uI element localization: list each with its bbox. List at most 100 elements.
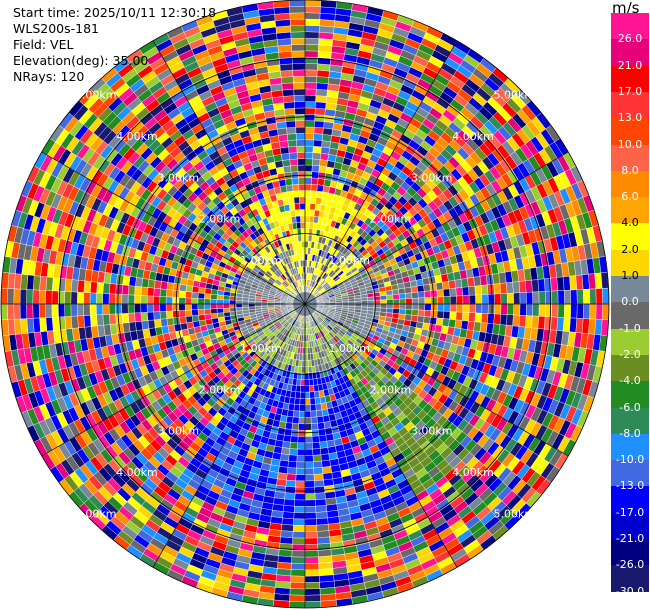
velocity-cell	[89, 292, 97, 305]
velocity-cell	[404, 286, 412, 294]
velocity-cell	[276, 568, 292, 577]
velocity-cell	[64, 316, 73, 330]
velocity-cell	[280, 530, 294, 539]
velocity-cell	[301, 360, 306, 367]
velocity-cell	[191, 297, 199, 305]
velocity-cell	[391, 288, 400, 295]
velocity-cell	[115, 293, 123, 305]
velocity-cell	[315, 101, 327, 110]
velocity-cell	[424, 290, 432, 298]
velocity-cell	[292, 416, 300, 424]
velocity-cell	[248, 303, 256, 308]
velocity-cell	[159, 311, 167, 320]
velocity-cell	[312, 158, 321, 166]
velocity-cell	[289, 594, 306, 602]
velocity-cell	[557, 290, 565, 305]
velocity-cell	[494, 293, 502, 305]
velocity-cell	[217, 312, 225, 319]
velocity-cell	[595, 288, 603, 305]
velocity-cell	[39, 317, 48, 332]
velocity-cell	[293, 506, 306, 513]
velocity-cell	[576, 303, 584, 319]
velocity-cell	[304, 594, 321, 602]
velocity-cell	[405, 298, 413, 305]
velocity-cell	[279, 536, 293, 545]
velocity-cell	[19, 303, 27, 320]
velocity-cell	[304, 588, 321, 596]
velocity-cell	[512, 281, 520, 294]
velocity-cell	[83, 292, 91, 305]
velocity-cell	[318, 165, 327, 174]
velocity-cell	[468, 303, 476, 314]
velocity-cell	[198, 314, 206, 322]
velocity-cell	[165, 296, 173, 305]
velocity-cell	[147, 279, 156, 289]
velocity-cell	[309, 209, 316, 217]
velocity-cell	[314, 397, 322, 405]
velocity-cell	[448, 280, 456, 289]
velocity-cell	[417, 284, 425, 293]
velocity-cell	[319, 25, 335, 34]
velocity-cell	[292, 531, 306, 539]
velocity-cell	[304, 455, 314, 463]
velocity-cell	[178, 310, 186, 318]
velocity-cell	[348, 301, 356, 305]
velocity-cell	[317, 422, 326, 430]
velocity-cell	[435, 317, 444, 326]
velocity-cell	[26, 303, 34, 319]
velocity-cell	[223, 299, 230, 305]
velocity-cell	[39, 276, 48, 291]
velocity-cell	[153, 295, 161, 305]
velocity-cell	[172, 303, 180, 312]
velocity-cell	[304, 215, 310, 223]
velocity-cell	[480, 313, 489, 324]
velocity-cell	[319, 441, 328, 449]
velocity-cell	[294, 391, 301, 399]
velocity-cell	[418, 303, 426, 311]
velocity-cell	[518, 280, 527, 293]
velocity-cell	[83, 315, 92, 328]
velocity-cell	[297, 429, 306, 437]
velocity-cell	[304, 429, 313, 437]
velocity-cell	[32, 289, 40, 305]
velocity-cell	[304, 575, 320, 583]
velocity-cell	[165, 303, 173, 312]
velocity-cell	[304, 601, 322, 609]
velocity-cell	[424, 297, 432, 305]
velocity-cell	[310, 410, 318, 418]
velocity-cell	[291, 550, 306, 558]
velocity-cell	[210, 313, 219, 320]
velocity-cell	[443, 303, 451, 312]
velocity-cell	[45, 317, 54, 332]
velocity-cell	[304, 76, 318, 83]
velocity-cell	[296, 455, 306, 463]
velocity-cell	[313, 473, 324, 481]
velocity-cell	[242, 300, 249, 305]
velocity-cell	[298, 417, 306, 425]
velocity-cell	[309, 397, 316, 405]
velocity-cell	[223, 307, 231, 313]
velocity-cell	[430, 303, 438, 312]
velocity-cell	[314, 492, 326, 500]
velocity-cell	[556, 317, 565, 332]
velocity-cell	[449, 303, 457, 313]
velocity-cell	[424, 310, 432, 318]
velocity-cell	[562, 317, 571, 332]
velocity-cell	[314, 479, 325, 488]
velocity-cell	[223, 303, 230, 309]
velocity-cell	[77, 303, 84, 317]
velocity-cell	[304, 436, 313, 444]
velocity-cell	[0, 287, 8, 305]
velocity-cell	[298, 423, 306, 431]
velocity-cell	[417, 309, 425, 317]
velocity-cell	[322, 414, 331, 423]
velocity-cell	[304, 550, 319, 558]
velocity-cell	[295, 467, 306, 475]
velocity-cell	[286, 473, 297, 481]
velocity-cell	[184, 297, 192, 305]
velocity-cell	[304, 222, 310, 229]
velocity-cell	[185, 315, 193, 324]
velocity-cell	[166, 310, 174, 319]
velocity-cell	[51, 303, 59, 318]
